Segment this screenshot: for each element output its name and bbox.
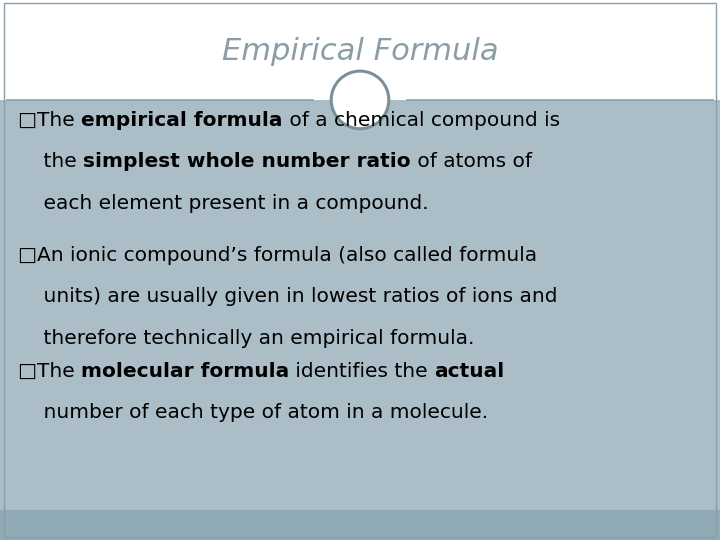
Text: molecular formula: molecular formula (81, 362, 289, 381)
Text: of atoms of: of atoms of (410, 152, 532, 171)
Text: of a chemical compound is: of a chemical compound is (283, 111, 559, 130)
Text: number of each type of atom in a molecule.: number of each type of atom in a molecul… (18, 403, 488, 422)
Text: □The: □The (18, 362, 81, 381)
Text: empirical formula: empirical formula (81, 111, 283, 130)
Ellipse shape (331, 71, 389, 129)
Text: each element present in a compound.: each element present in a compound. (18, 194, 428, 213)
Text: Empirical Formula: Empirical Formula (222, 37, 498, 66)
Text: □The: □The (18, 111, 81, 130)
Text: therefore technically an empirical formula.: therefore technically an empirical formu… (18, 329, 474, 348)
FancyBboxPatch shape (0, 100, 720, 510)
FancyBboxPatch shape (0, 0, 720, 100)
Text: units) are usually given in lowest ratios of ions and: units) are usually given in lowest ratio… (18, 287, 557, 306)
Text: actual: actual (434, 362, 505, 381)
FancyBboxPatch shape (0, 510, 720, 540)
Text: simplest whole number ratio: simplest whole number ratio (83, 152, 410, 171)
Text: identifies the: identifies the (289, 362, 434, 381)
Text: □An ionic compound’s formula (also called formula: □An ionic compound’s formula (also calle… (18, 246, 537, 265)
Text: the: the (18, 152, 83, 171)
